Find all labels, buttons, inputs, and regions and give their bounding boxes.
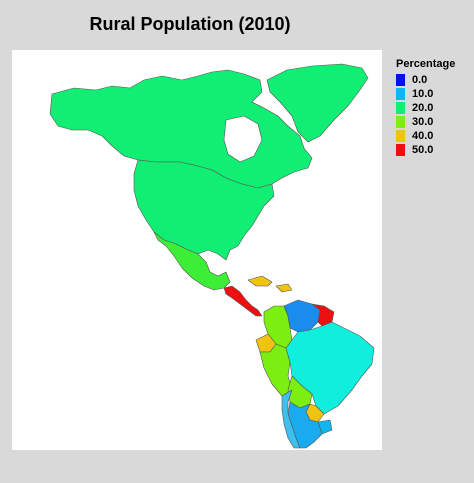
- legend-label: 20.0: [412, 102, 434, 114]
- legend-swatch: [396, 74, 405, 86]
- legend-label: 10.0: [412, 88, 434, 100]
- legend-swatch: [396, 130, 405, 142]
- legend-label: 50.0: [412, 144, 434, 156]
- legend-item: 50.0: [396, 143, 470, 157]
- americas-map: [49, 63, 375, 449]
- map-title: Rural Population (2010): [89, 14, 291, 34]
- legend-label: 0.0: [412, 74, 428, 86]
- region-caribbean: [247, 275, 293, 293]
- legend-label: 30.0: [412, 116, 434, 128]
- legend-swatch: [396, 116, 405, 128]
- legend-swatch: [396, 144, 405, 156]
- legend-item: 0.0: [396, 73, 470, 87]
- legend-swatch: [396, 102, 405, 114]
- region-mexico: [153, 231, 231, 291]
- legend-item: 20.0: [396, 101, 470, 115]
- region-central-america: [223, 285, 263, 317]
- region-venezuela: [283, 299, 321, 333]
- legend: Percentage 0.0 10.0 20.0 30.0 40.0 50.0: [396, 58, 470, 157]
- legend-title: Percentage: [396, 58, 456, 70]
- legend-swatch: [396, 88, 405, 100]
- legend-item: 30.0: [396, 115, 470, 129]
- region-greenland: [266, 63, 369, 143]
- hudson-bay: [223, 115, 263, 163]
- legend-items: 0.0 10.0 20.0 30.0 40.0 50.0: [396, 73, 470, 157]
- region-usa: [133, 159, 275, 261]
- region-chile: [281, 389, 301, 449]
- legend-item: 40.0: [396, 129, 470, 143]
- legend-label: 40.0: [412, 130, 434, 142]
- region-peru: [259, 343, 293, 397]
- legend-item: 10.0: [396, 87, 470, 101]
- map-panel: [12, 50, 382, 450]
